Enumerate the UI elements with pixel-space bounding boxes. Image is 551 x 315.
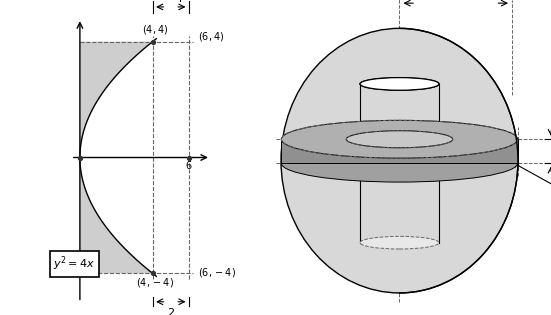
Ellipse shape — [281, 28, 518, 293]
Ellipse shape — [282, 144, 517, 182]
Ellipse shape — [346, 131, 453, 148]
Text: $6 - \dfrac{y^2}{4}$: $6 - \dfrac{y^2}{4}$ — [154, 0, 187, 5]
Text: $6 - \dfrac{y^2}{4}$: $6 - \dfrac{y^2}{4}$ — [439, 0, 472, 1]
Text: $y^2 = 4x$: $y^2 = 4x$ — [53, 255, 95, 273]
Ellipse shape — [282, 120, 517, 158]
Polygon shape — [80, 42, 153, 273]
Polygon shape — [282, 139, 517, 163]
Text: $6$: $6$ — [185, 159, 193, 171]
Text: $(4,-4)$: $(4,-4)$ — [136, 276, 174, 289]
Text: $(6, 4)$: $(6, 4)$ — [198, 30, 224, 43]
Ellipse shape — [360, 236, 439, 249]
Text: $2$: $2$ — [167, 306, 175, 315]
Text: $(4, 4)$: $(4, 4)$ — [142, 23, 168, 36]
Text: $(6,-4)$: $(6,-4)$ — [198, 266, 236, 279]
Ellipse shape — [360, 77, 439, 90]
Ellipse shape — [360, 77, 439, 90]
